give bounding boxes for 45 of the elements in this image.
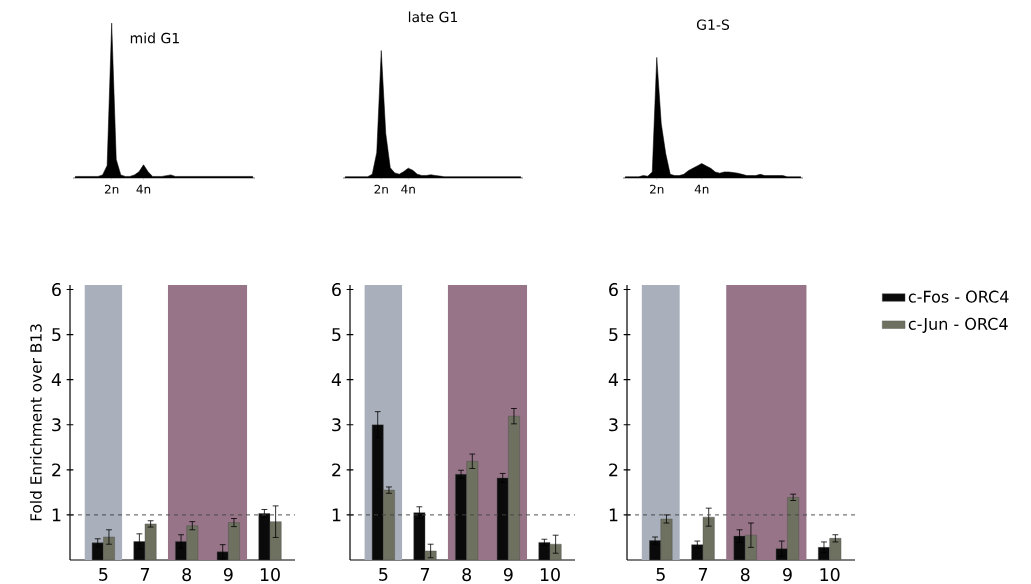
chart-title: late G1 [408, 11, 458, 23]
y-tick-label: 5 [52, 328, 61, 342]
x-tick-label: 10 [820, 568, 840, 582]
x-tick-label: 10 [540, 568, 560, 582]
x-tick-label: 8 [740, 568, 750, 582]
y-tick-label: 3 [609, 418, 618, 432]
y-tick-label: 6 [332, 282, 341, 297]
x-tick-label: 2n [650, 184, 664, 194]
legend-label: c-Jun - ORC4 [908, 317, 1008, 333]
x-tick-label: 9 [503, 568, 513, 582]
text: mid G1 [130, 32, 179, 44]
x-tick-label: 2n [374, 184, 388, 194]
y-tick-label: 2 [609, 463, 618, 477]
x-tick-label: 5 [99, 568, 108, 581]
y-tick-label: 1 [52, 508, 61, 522]
y-tick-label: 3 [52, 418, 61, 432]
y-tick-label: 5 [332, 328, 341, 342]
x-tick-label: 4n [694, 184, 709, 194]
x-tick-label: 4n [401, 184, 415, 194]
y-tick-label: 2 [52, 463, 61, 477]
chart-title: G1-S [696, 19, 730, 30]
y-tick-label: 4 [331, 373, 341, 386]
y-tick-label: 4 [51, 373, 61, 386]
x-tick-label: 10 [260, 568, 280, 582]
x-tick-label: 5 [379, 568, 388, 581]
x-tick-label: 7 [698, 568, 708, 581]
y-tick-label: 4 [608, 373, 618, 386]
y-tick-label: 6 [52, 282, 61, 297]
y-tick-label: 1 [332, 508, 341, 522]
x-tick-label: 8 [182, 568, 192, 582]
x-tick-label: 9 [783, 568, 792, 582]
y-axis-title: Fold Enrichment over B13 [29, 324, 42, 521]
x-tick-label: 2n [104, 184, 119, 194]
x-tick-label: 7 [420, 568, 430, 581]
x-tick-label: 8 [462, 568, 472, 582]
y-tick-label: 2 [332, 463, 341, 477]
x-tick-label: 7 [140, 568, 150, 581]
x-tick-label: 5 [656, 568, 665, 581]
y-tick-label: 3 [332, 418, 341, 432]
x-tick-label: 4n [136, 184, 151, 194]
legend-label: c-Fos - ORC4 [908, 290, 1009, 303]
y-tick-label: 5 [609, 328, 618, 342]
y-tick-label: 1 [609, 508, 618, 522]
x-tick-label: 9 [223, 568, 233, 582]
y-tick-label: 6 [609, 282, 618, 297]
